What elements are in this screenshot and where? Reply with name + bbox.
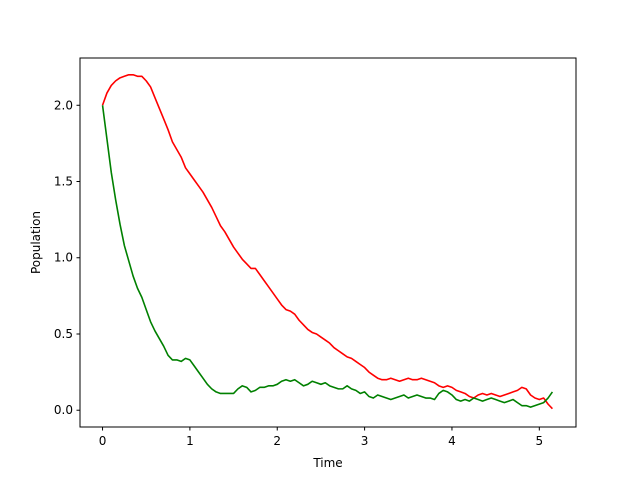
series-line-1 [101,73,553,410]
x-tick-label: 2 [273,434,281,448]
y-tick-label: 1.5 [54,175,73,189]
x-axis-label: Time [312,456,342,470]
series-line-2 [101,105,554,408]
series-layer [101,73,554,410]
y-tick-label: 2.0 [54,98,73,112]
y-tick-label: 0.0 [54,403,73,417]
y-tick-label: 0.5 [54,327,73,341]
x-tick-label: 1 [186,434,194,448]
x-tick-label: 4 [448,434,456,448]
x-tick-label: 3 [361,434,369,448]
y-axis-label: Population [29,211,43,274]
x-tick-label: 0 [99,434,107,448]
y-tick-label: 1.0 [54,251,73,265]
x-tick-label: 5 [535,434,543,448]
ticks-layer: 0 1 2 3 4 5 0.0 0.5 1.0 1.5 2.0 [54,98,543,448]
plot-frame [79,57,577,428]
